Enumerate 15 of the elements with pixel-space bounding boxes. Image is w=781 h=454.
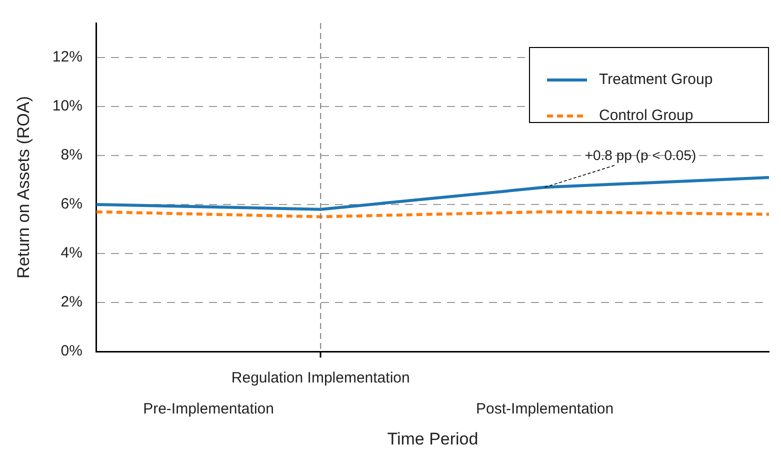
- x-tick-label: Regulation Implementation: [231, 370, 410, 387]
- y-axis-title: Return on Assets (ROA): [14, 96, 33, 278]
- text: Post-Implementation: [476, 400, 614, 418]
- y-tick-label: 12%: [52, 48, 82, 66]
- y-tick-label: 8%: [60, 146, 82, 164]
- y-tick-label: 10%: [52, 98, 82, 115]
- legend-label: Control Group: [599, 107, 694, 124]
- y-tick-label: 0%: [60, 342, 82, 360]
- y-tick-label: 6%: [60, 196, 82, 213]
- text: Pre-Implementation: [143, 400, 274, 418]
- y-tick-label: 4%: [60, 244, 82, 262]
- annotation: +0.8 pp (p < 0.05): [584, 147, 696, 164]
- legend-label: Treatment Group: [599, 71, 713, 88]
- x-axis-title: Time Period: [387, 429, 478, 448]
- y-tick-label: 2%: [60, 294, 82, 311]
